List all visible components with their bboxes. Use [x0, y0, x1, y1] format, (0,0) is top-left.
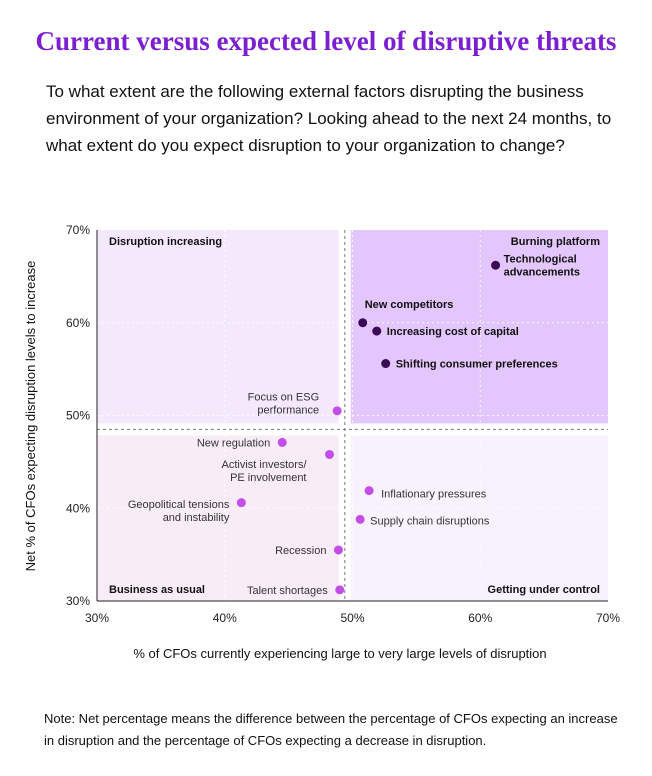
data-point [277, 437, 287, 447]
point-label: Increasing cost of capital [387, 326, 519, 338]
data-point [332, 406, 342, 416]
axes: 30% 40% 50% 60% 70% 30% 40% 50% 60% 70% [66, 223, 620, 625]
data-point [335, 585, 345, 595]
point-label: Recession [275, 545, 326, 557]
quadrant-label: Burning platform [511, 236, 600, 248]
x-tick-label: 40% [213, 611, 237, 625]
point-label: Activist investors/ [222, 459, 308, 471]
data-point [491, 260, 501, 270]
survey-question: To what extent are the following externa… [46, 82, 612, 155]
quadrant-label: Business as usual [109, 584, 205, 596]
data-point [358, 318, 368, 328]
point-label: performance [257, 404, 319, 416]
point-label: and instability [163, 512, 230, 524]
x-tick-label: 50% [340, 611, 364, 625]
x-tick-label: 30% [85, 611, 109, 625]
point-label: Supply chain disruptions [370, 515, 490, 527]
quadrant-getting-under-control [350, 435, 608, 601]
point-label: Talent shortages [247, 585, 328, 597]
x-tick-label: 70% [596, 611, 620, 625]
point-label: Inflationary pressures [381, 489, 487, 501]
y-tick-label: 30% [66, 594, 90, 608]
quadrant-business-as-usual [97, 435, 339, 601]
x-tick-label: 60% [468, 611, 492, 625]
data-point [381, 359, 391, 369]
data-point [333, 545, 343, 555]
point-label: Technological [504, 254, 577, 266]
data-point [372, 326, 382, 336]
data-point [236, 498, 246, 508]
data-point [355, 514, 365, 524]
point-label: Geopolitical tensions [128, 499, 230, 511]
quadrant-burning-platform [350, 230, 608, 424]
quadrant-labels: Disruption increasing Burning platform Bus… [109, 236, 600, 596]
y-tick-label: 60% [66, 316, 90, 330]
data-points [236, 260, 501, 595]
data-point [364, 486, 374, 496]
y-tick-label: 40% [66, 501, 90, 515]
point-label: New competitors [365, 299, 454, 311]
page-title: Current versus expected level of disrupt… [35, 26, 617, 56]
quadrant-dividers [97, 230, 608, 601]
point-label: Shifting consumer preferences [396, 359, 558, 371]
point-label: PE involvement [230, 472, 306, 484]
point-label: advancements [504, 267, 580, 279]
gridlines [97, 230, 608, 601]
y-tick-label: 50% [66, 409, 90, 423]
quadrant-label: Disruption increasing [109, 236, 222, 248]
point-label: Focus on ESG [248, 391, 320, 403]
point-label: New regulation [197, 437, 270, 449]
x-axis-title: % of CFOs currently experiencing large t… [133, 646, 546, 661]
footnote: Note: Net percentage means the differenc… [44, 711, 618, 748]
data-point [325, 449, 335, 459]
quadrant-label: Getting under control [488, 584, 600, 596]
quadrant-backgrounds [97, 230, 608, 601]
y-axis-title: Net % of CFOs expecting disruption level… [23, 261, 38, 572]
quadrant-disruption-increasing [97, 230, 339, 424]
y-tick-label: 70% [66, 223, 90, 237]
